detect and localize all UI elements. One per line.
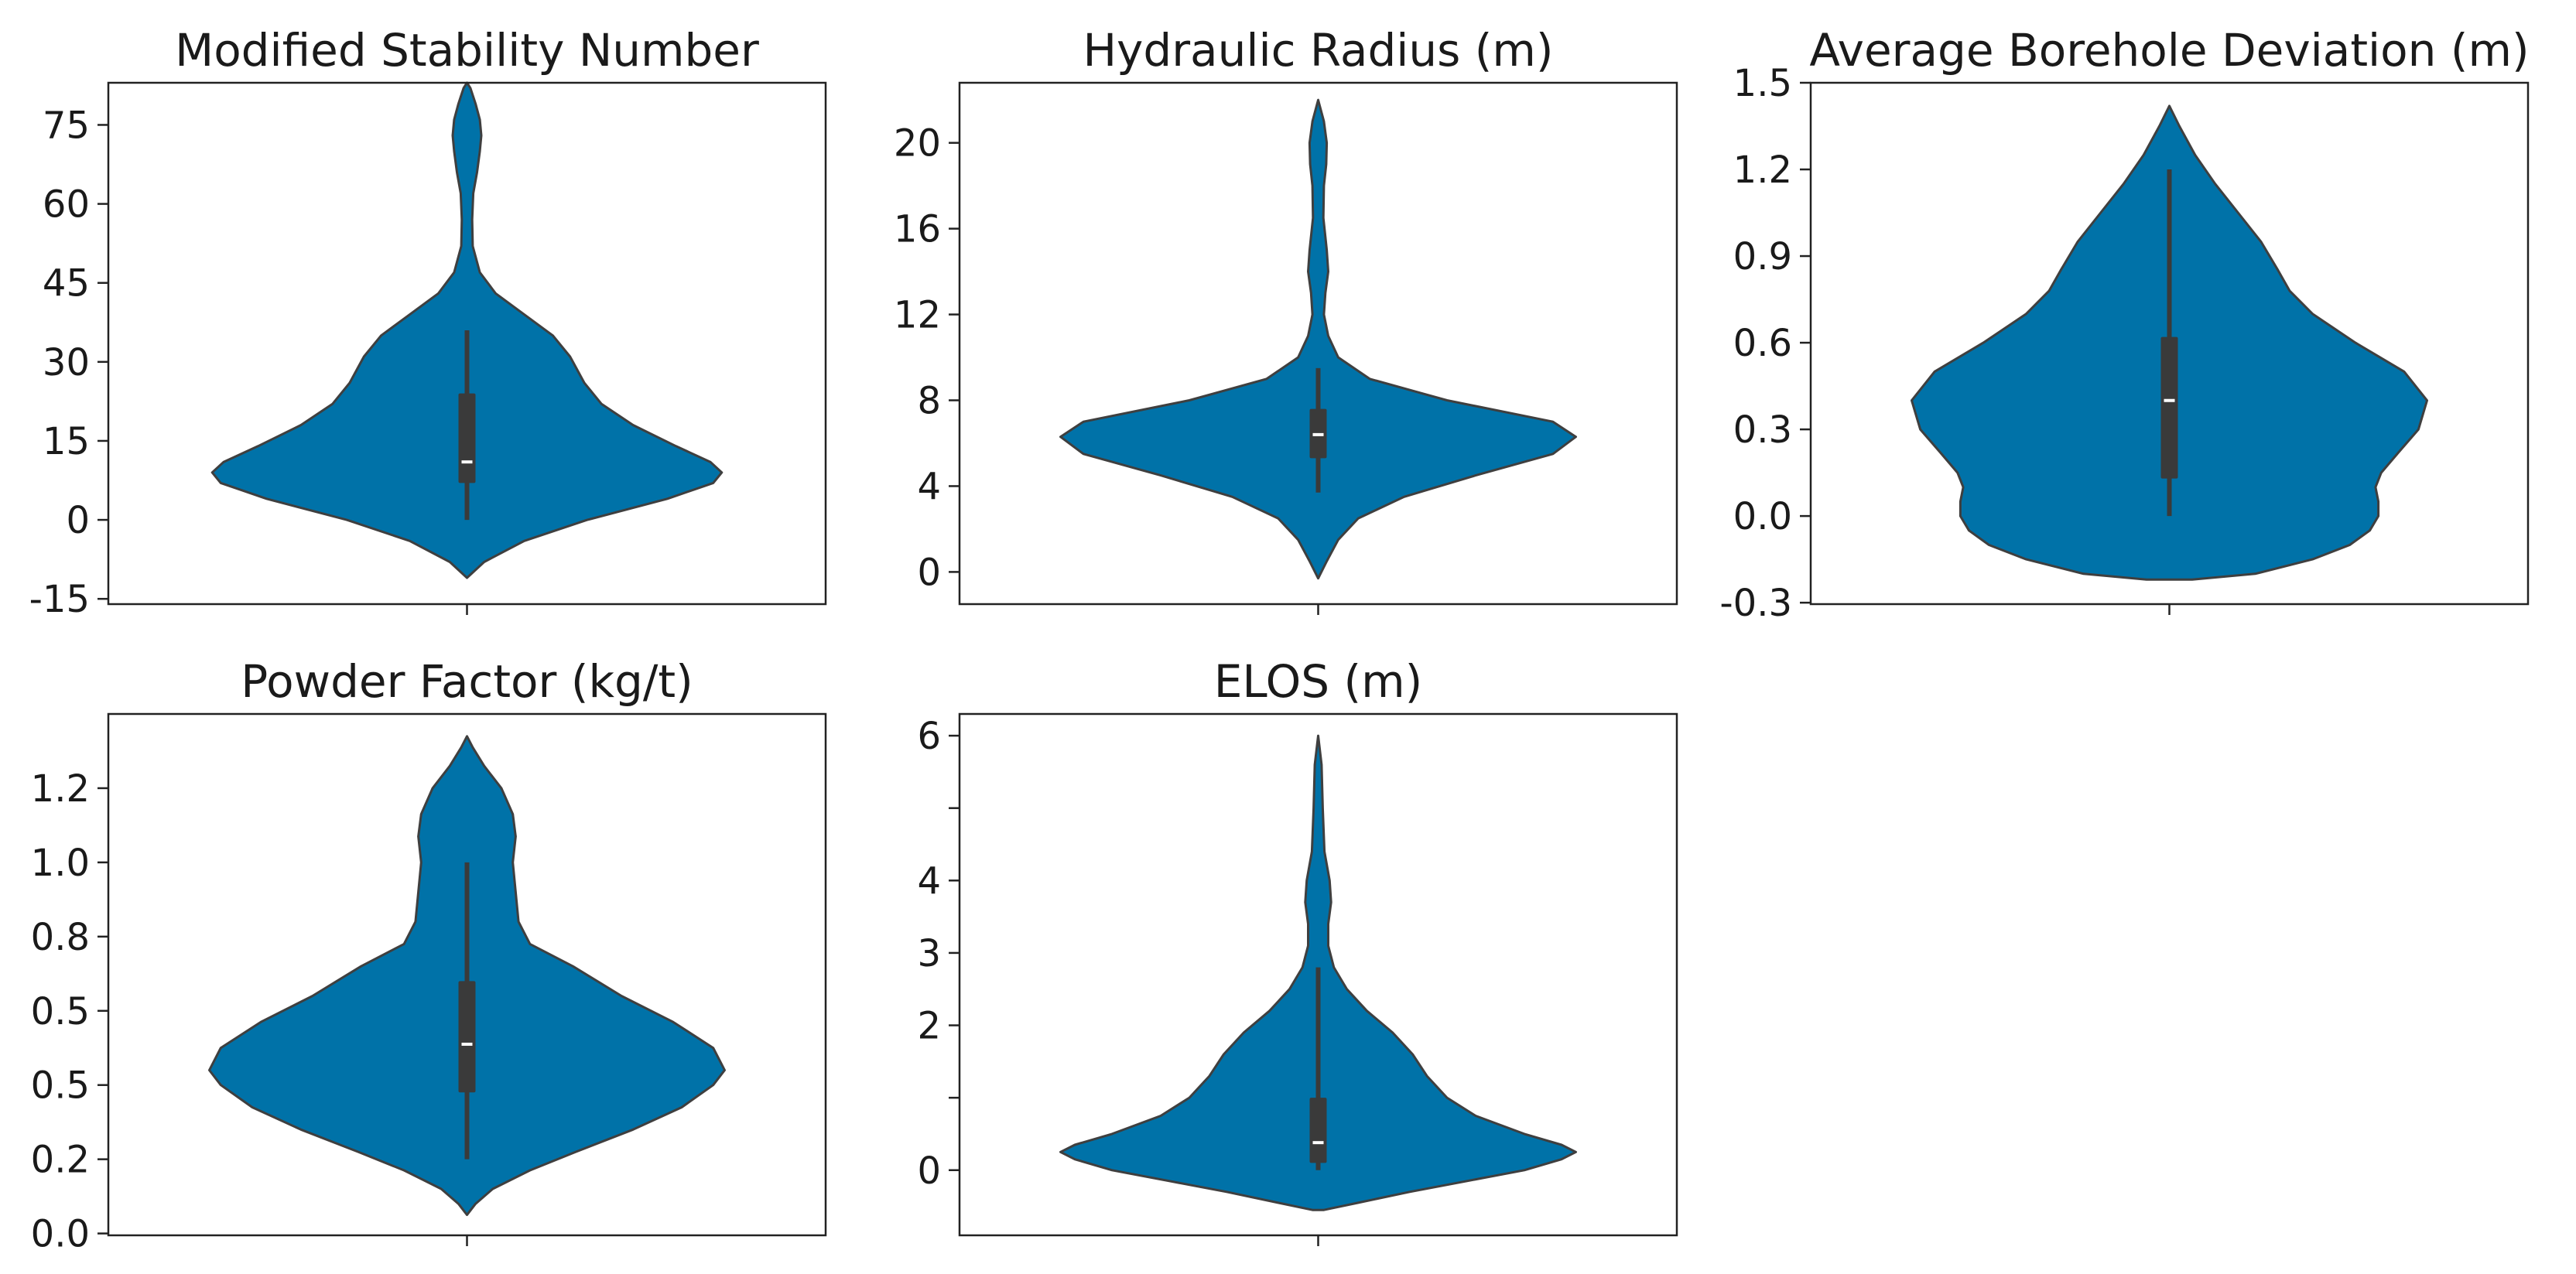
panel-elos: ELOS (m) 0 2 3 4 6	[917, 655, 1678, 1246]
y-tick-label: 15	[43, 420, 90, 463]
y-tick-label: 0.2	[31, 1139, 90, 1182]
y-tick-label: 4	[917, 465, 941, 508]
chart-title: Average Borehole Deviation (m)	[1809, 24, 2529, 77]
y-tick-label: 0.0	[1733, 495, 1792, 538]
y-tick-label: 1.0	[31, 842, 90, 885]
violin-iqr-box	[458, 393, 476, 483]
chart-title: Modified Stability Number	[175, 24, 759, 77]
violin-body	[1059, 98, 1577, 580]
y-tick-label: 60	[43, 183, 90, 227]
y-tick-label: 0.3	[1733, 408, 1792, 452]
y-tick-label: 0.9	[1733, 235, 1792, 278]
chart-title: Hydraulic Radius (m)	[1083, 24, 1553, 77]
y-tick-label: 4	[917, 859, 941, 903]
y-tick-label: 0.8	[31, 916, 90, 959]
panel-powder-factor: Powder Factor (kg/t) 0.0 0.2 0.5 0.5 0.8 1.0 1.…	[31, 655, 827, 1256]
y-tick-label: 1.2	[31, 767, 90, 811]
axes-frame	[958, 712, 1678, 1237]
y-tick-label: -15	[29, 578, 90, 621]
y-tick-label: 2	[917, 1005, 941, 1048]
chart-title: Powder Factor (kg/t)	[241, 655, 693, 708]
panel-hydraulic-radius: Hydraulic Radius (m) 0 4 8 12 16 20	[894, 24, 1678, 615]
y-tick-label: 0	[917, 1149, 941, 1193]
y-tick-label: 75	[43, 104, 90, 147]
axes-frame	[107, 712, 827, 1237]
y-tick-label: 0	[66, 499, 90, 542]
y-tick-label: 1.5	[1733, 62, 1792, 105]
y-tick-label: 12	[894, 294, 941, 337]
axes-frame	[1809, 81, 2530, 606]
y-tick-label: 16	[894, 208, 941, 251]
y-tick-label: 30	[43, 341, 90, 384]
violin-iqr-box	[1309, 1098, 1327, 1163]
y-tick-label: 20	[894, 122, 941, 166]
chart-title: ELOS (m)	[1214, 655, 1423, 708]
axes-frame	[958, 81, 1678, 606]
violin-iqr-box	[458, 981, 476, 1093]
y-tick-label: 0.6	[1733, 322, 1792, 365]
y-tick-label: 1.2	[1733, 149, 1792, 192]
panel-average-borehole-deviation: Average Borehole Deviation (m) -0.3 0.0 0.3…	[1719, 24, 2529, 625]
violin-iqr-box	[2160, 336, 2178, 479]
y-tick-label: 0	[917, 551, 941, 594]
y-tick-label: 0.0	[31, 1213, 90, 1256]
axes-frame	[107, 81, 827, 606]
y-tick-label: 8	[917, 380, 941, 423]
y-tick-label: 45	[43, 262, 90, 306]
y-tick-label: 3	[917, 932, 941, 975]
y-tick-label: 0.5	[31, 1064, 90, 1108]
y-tick-label: 6	[917, 715, 941, 758]
panel-modified-stability-number: Modified Stability Number -15 0 15 30 45 60 75	[29, 24, 827, 621]
y-tick-label: -0.3	[1719, 582, 1792, 625]
y-tick-label: 0.5	[31, 990, 90, 1033]
